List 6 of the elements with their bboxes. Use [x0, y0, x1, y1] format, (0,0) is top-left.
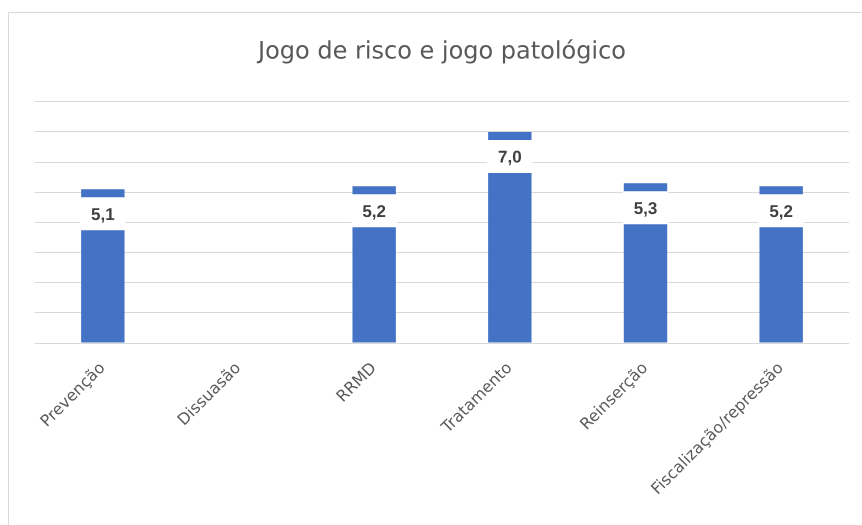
data-label: 5,2	[362, 202, 386, 221]
chart-title: Jogo de risco e jogo patológico	[256, 36, 626, 65]
data-label: 7,0	[498, 148, 522, 167]
data-label: 5,2	[769, 202, 793, 221]
data-label: 5,1	[91, 204, 115, 224]
data-label: 5,3	[634, 198, 658, 218]
